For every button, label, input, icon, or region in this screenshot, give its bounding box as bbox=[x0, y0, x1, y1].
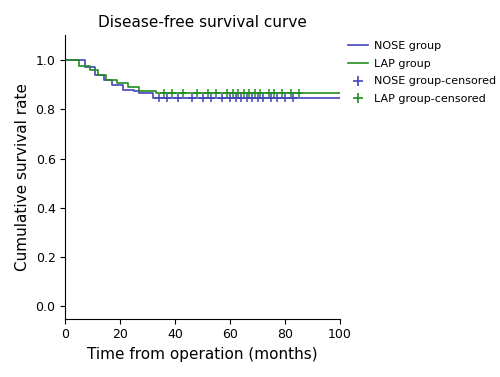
Legend: NOSE group, LAP group, NOSE group-censored, LAP group-censored: NOSE group, LAP group, NOSE group-censor… bbox=[348, 41, 496, 104]
Point bbox=[254, 95, 262, 101]
Point bbox=[229, 90, 237, 96]
Point bbox=[264, 90, 272, 96]
Point bbox=[207, 95, 215, 101]
Point bbox=[232, 95, 239, 101]
Point bbox=[273, 95, 281, 101]
Point bbox=[246, 90, 254, 96]
Point bbox=[240, 90, 248, 96]
Point bbox=[226, 95, 234, 101]
Point bbox=[160, 90, 168, 96]
Point bbox=[259, 95, 267, 101]
Point bbox=[256, 90, 264, 96]
Point bbox=[212, 90, 220, 96]
Point bbox=[281, 95, 289, 101]
Point bbox=[188, 95, 196, 101]
Point bbox=[268, 95, 276, 101]
Point bbox=[198, 95, 206, 101]
Point bbox=[237, 95, 245, 101]
Point bbox=[218, 95, 226, 101]
Point bbox=[234, 90, 242, 96]
Point bbox=[278, 90, 286, 96]
Point bbox=[168, 90, 176, 96]
Point bbox=[154, 95, 162, 101]
Point bbox=[204, 90, 212, 96]
Point bbox=[163, 95, 171, 101]
Point bbox=[295, 90, 303, 96]
Title: Disease-free survival curve: Disease-free survival curve bbox=[98, 15, 307, 30]
Point bbox=[290, 95, 298, 101]
Point bbox=[174, 95, 182, 101]
Point bbox=[193, 90, 201, 96]
Y-axis label: Cumulative survival rate: Cumulative survival rate bbox=[15, 83, 30, 271]
Point bbox=[180, 90, 188, 96]
Point bbox=[224, 90, 232, 96]
Point bbox=[248, 95, 256, 101]
Point bbox=[242, 95, 250, 101]
Point bbox=[286, 90, 294, 96]
X-axis label: Time from operation (months): Time from operation (months) bbox=[88, 347, 318, 362]
Point bbox=[251, 90, 259, 96]
Point bbox=[270, 90, 278, 96]
